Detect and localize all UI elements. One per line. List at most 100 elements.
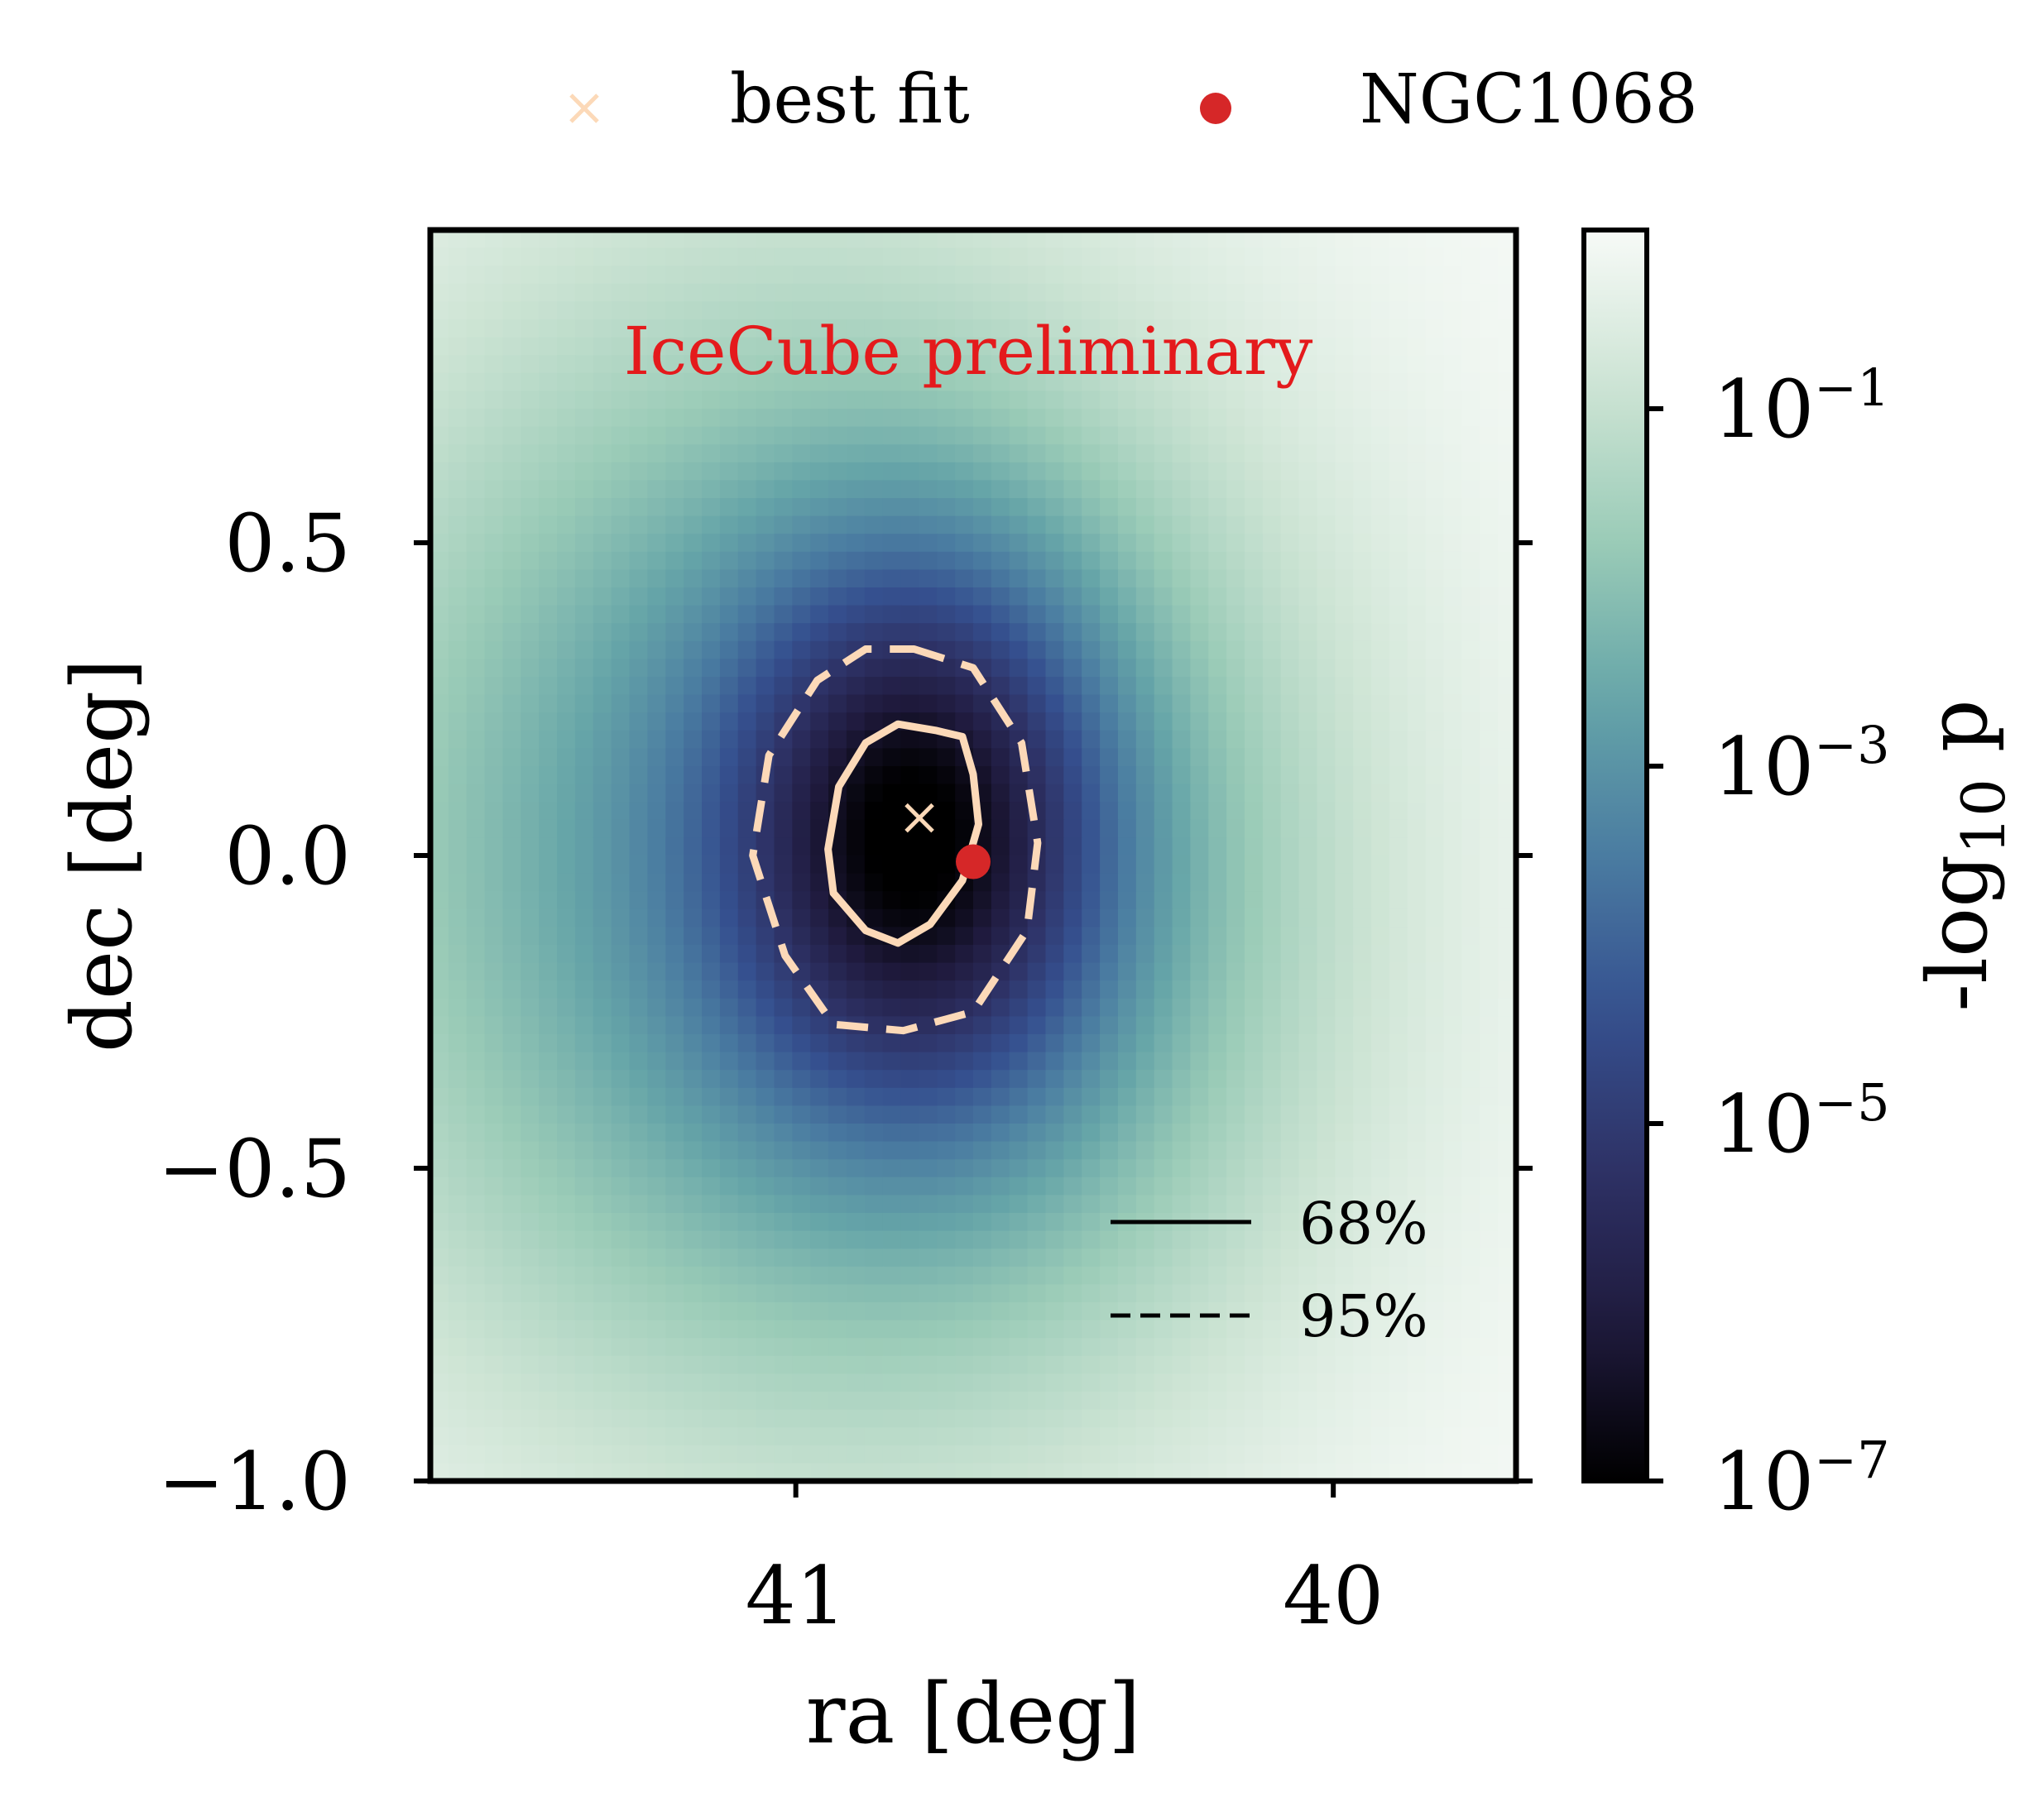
heatmap-cell: [539, 1213, 558, 1232]
heatmap-cell: [1280, 1195, 1300, 1214]
heatmap-cell: [1461, 998, 1481, 1018]
heatmap-cell: [810, 1159, 829, 1178]
heatmap-cell: [719, 1320, 739, 1339]
heatmap-cell: [611, 623, 631, 642]
heatmap-cell: [1226, 1284, 1245, 1303]
heatmap-cell: [1082, 1213, 1101, 1232]
heatmap-cell: [466, 337, 486, 356]
heatmap-cell: [629, 1195, 649, 1214]
heatmap-cell: [1317, 998, 1336, 1018]
heatmap-cell: [1298, 372, 1318, 392]
heatmap-cell: [1498, 426, 1516, 445]
heatmap-cell: [430, 1463, 449, 1481]
heatmap-cell: [719, 623, 739, 642]
heatmap-cell: [937, 748, 956, 767]
heatmap-cell: [466, 409, 486, 428]
heatmap-cell: [1262, 301, 1282, 320]
heatmap-cell: [702, 409, 721, 428]
heatmap-cell: [466, 462, 486, 482]
heatmap-cell: [1190, 1016, 1210, 1035]
heatmap-cell: [1190, 1124, 1210, 1143]
heatmap-cell: [665, 372, 684, 392]
heatmap-cell: [684, 301, 703, 320]
heatmap-cell: [828, 908, 847, 928]
heatmap-cell: [792, 855, 811, 875]
heatmap-cell: [1335, 1105, 1354, 1124]
heatmap-cell: [1389, 301, 1408, 320]
heatmap-cell: [1353, 998, 1372, 1018]
heatmap-cell: [737, 819, 757, 839]
heatmap-cell: [1480, 301, 1499, 320]
heatmap-cell: [448, 498, 468, 517]
heatmap-cell: [1262, 1320, 1282, 1339]
heatmap-cell: [593, 498, 612, 517]
heatmap-cell: [774, 319, 794, 338]
heatmap-cell: [991, 372, 1010, 392]
heatmap-cell: [557, 569, 576, 588]
heatmap-cell: [521, 569, 540, 588]
heatmap-cell: [1082, 1355, 1101, 1375]
heatmap-cell: [774, 1213, 794, 1232]
heatmap-cell: [991, 444, 1010, 463]
heatmap-cell: [1335, 802, 1354, 821]
heatmap-cell: [919, 372, 938, 392]
heatmap-cell: [1407, 372, 1427, 392]
heatmap-cell: [1063, 1124, 1082, 1143]
heatmap-cell: [774, 640, 794, 660]
heatmap-cell: [882, 837, 902, 856]
heatmap-cell: [448, 534, 468, 553]
heatmap-cell: [430, 337, 449, 356]
heatmap-cell: [900, 605, 920, 624]
heatmap-cell: [647, 409, 667, 428]
heatmap-cell: [1190, 766, 1210, 785]
heatmap-cell: [574, 372, 594, 392]
heatmap-cell: [1425, 1445, 1445, 1464]
heatmap-cell: [574, 873, 594, 892]
heatmap-cell: [647, 962, 667, 981]
heatmap-cell: [1009, 1105, 1029, 1124]
heatmap-cell: [864, 784, 884, 803]
heatmap-cell: [684, 1284, 703, 1303]
heatmap-cell: [1262, 908, 1282, 928]
heatmap-cell: [756, 980, 775, 999]
heatmap-cell: [593, 355, 612, 374]
heatmap-cell: [1208, 1141, 1227, 1160]
heatmap-cell: [1245, 283, 1264, 303]
heatmap-cell: [484, 945, 504, 964]
heatmap-cell: [466, 998, 486, 1018]
heatmap-cell: [955, 569, 974, 588]
heatmap-cell: [1082, 1124, 1101, 1143]
heatmap-cell: [1190, 694, 1210, 713]
heatmap-cell: [1280, 266, 1300, 285]
heatmap-cell: [1389, 837, 1408, 856]
heatmap-cell: [792, 1338, 811, 1357]
heatmap-cell: [1353, 462, 1372, 482]
heatmap-cell: [973, 1373, 992, 1392]
heatmap-cell: [557, 694, 576, 713]
heatmap-cell: [1335, 283, 1354, 303]
heatmap-cell: [1389, 1445, 1408, 1464]
heatmap-cell: [1280, 498, 1300, 517]
heatmap-cell: [973, 927, 992, 946]
heatmap-cell: [774, 534, 794, 553]
heatmap-cell: [1100, 819, 1119, 839]
heatmap-cell: [810, 819, 829, 839]
heatmap-cell: [1045, 462, 1065, 482]
heatmap-cell: [1298, 605, 1318, 624]
heatmap-cell: [1190, 927, 1210, 946]
heatmap-cell: [1280, 623, 1300, 642]
heatmap-cell: [1082, 980, 1101, 999]
heatmap-cell: [792, 1302, 811, 1321]
heatmap-cell: [846, 372, 866, 392]
heatmap-cell: [1407, 1195, 1427, 1214]
heatmap-cell: [864, 1284, 884, 1303]
heatmap-cell: [1480, 319, 1499, 338]
heatmap-cell: [900, 1141, 920, 1160]
heatmap-cell: [1317, 1409, 1336, 1428]
heatmap-cell: [1353, 1284, 1372, 1303]
heatmap-cell: [1498, 748, 1516, 767]
heatmap-cell: [448, 569, 468, 588]
heatmap-cell: [1443, 1355, 1463, 1375]
heatmap-cell: [1425, 908, 1445, 928]
heatmap-cell: [557, 1159, 576, 1178]
